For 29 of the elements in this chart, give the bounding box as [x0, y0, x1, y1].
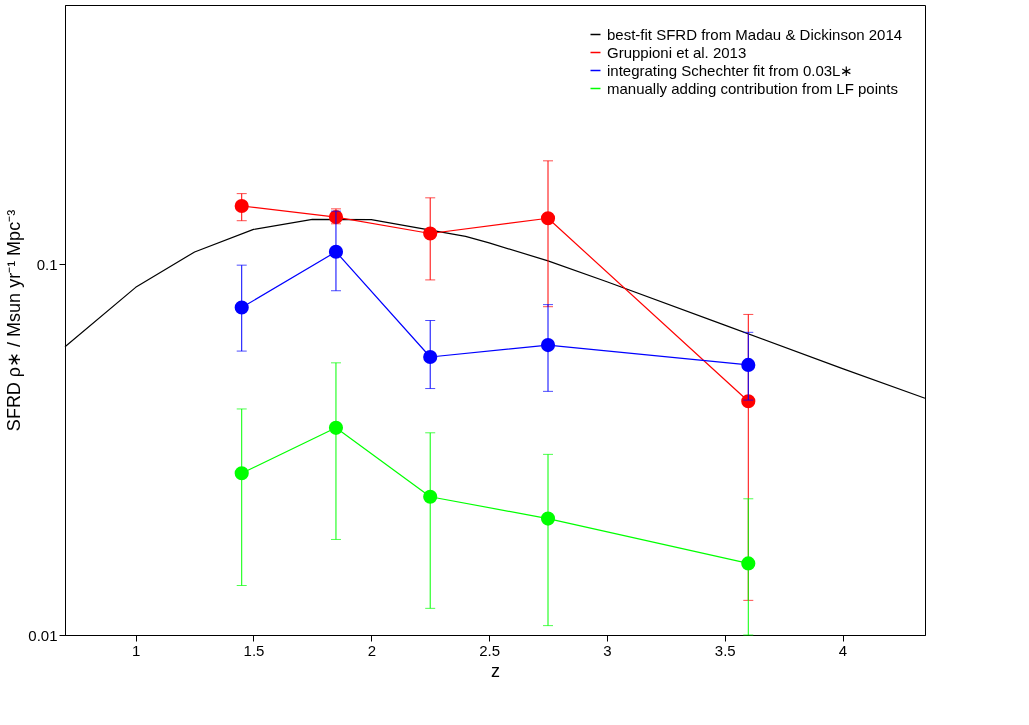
x-tick-label: 3: [603, 641, 612, 659]
y-tick-label: 0.1: [36, 255, 58, 273]
x-tick-label: 1.5: [243, 641, 265, 659]
legend-label: best-fit SFRD from Madau & Dickinson 2014: [607, 25, 903, 43]
x-tick-label: 3.5: [714, 641, 736, 659]
point: [328, 420, 344, 435]
y-tick-label: 0.01: [28, 626, 58, 644]
legend-label: Gruppioni et al. 2013: [607, 43, 747, 61]
x-tick-label: 4: [838, 641, 848, 659]
point: [234, 300, 249, 315]
point: [741, 357, 756, 372]
legend-label: manually adding contribution from LF points: [607, 79, 898, 97]
point: [741, 394, 756, 409]
point: [540, 338, 556, 353]
point: [234, 198, 249, 214]
x-tick-label: 2.5: [479, 641, 501, 659]
point: [328, 244, 344, 259]
point: [423, 226, 438, 241]
point: [741, 556, 756, 571]
point: [540, 211, 556, 226]
point: [423, 349, 438, 365]
point: [234, 466, 249, 481]
x-tick-label: 2: [367, 641, 376, 659]
point: [423, 489, 438, 504]
y-axis-title: SFRD ρ∗ / Msun yr⁻¹ Mpc⁻³: [4, 209, 25, 432]
x-tick-label: 1: [132, 641, 141, 659]
point: [540, 511, 556, 526]
x-axis-title: z: [491, 660, 500, 681]
legend-label: integrating Schechter fit from 0.03L∗: [607, 61, 854, 79]
